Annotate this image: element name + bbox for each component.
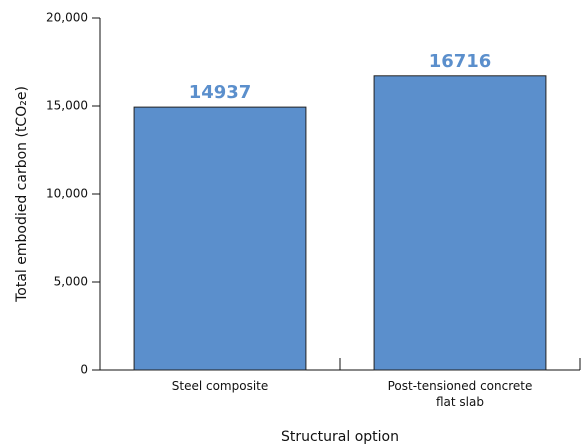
- y-tick-label: 5,000: [54, 275, 88, 289]
- value-label: 14937: [189, 82, 252, 103]
- x-axis-label: Structural option: [281, 429, 399, 445]
- y-tick-label: 10,000: [46, 187, 88, 201]
- y-tick-label: 0: [80, 363, 88, 377]
- bar: [133, 106, 307, 371]
- y-axis-label: Total embodied carbon (tCO₂e): [14, 86, 30, 303]
- bar: [373, 75, 547, 371]
- y-tick-label: 15,000: [46, 99, 88, 113]
- x-tick-label: Steel composite: [171, 379, 269, 393]
- value-label: 16716: [429, 51, 492, 72]
- y-tick-label: 20,000: [46, 11, 88, 25]
- x-tick-label: Post-tensioned concrete flat slab: [387, 379, 533, 409]
